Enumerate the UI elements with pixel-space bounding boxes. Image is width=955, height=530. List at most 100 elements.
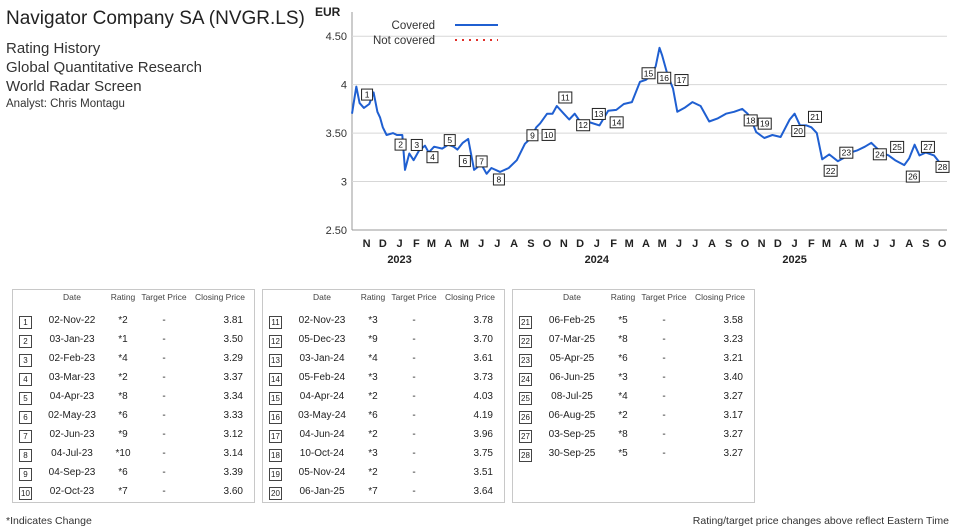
target-price-cell: - (162, 410, 166, 421)
date-cell: 05-Feb-24 (298, 372, 346, 383)
closing-price-cell: 3.21 (723, 353, 743, 364)
x-tick-label: N (363, 238, 371, 250)
closing-price-cell: 3.58 (723, 315, 743, 326)
rating-marker-label: 11 (561, 92, 570, 102)
x-year-label: 2025 (782, 254, 806, 266)
rating-marker: 13 (591, 107, 606, 120)
target-price-cell: - (662, 429, 666, 440)
closing-price-cell: 3.27 (723, 429, 743, 440)
rating-cell: *6 (368, 410, 378, 421)
rating-marker-box (757, 117, 772, 130)
rating-marker-label: 18 (746, 115, 756, 125)
x-tick-label: A (510, 238, 518, 250)
x-year-label: 2023 (387, 254, 411, 266)
x-tick-label: D (576, 238, 584, 250)
row-number-box: 27 (519, 430, 532, 443)
table-header: Date Rating Target Price Closing Price (263, 293, 504, 313)
row-number-box: 13 (269, 354, 282, 367)
rating-marker: 18 (743, 114, 758, 127)
x-tick-label: A (839, 238, 847, 250)
table-row: 11 02-Nov-23 *3 - 3.78 (263, 312, 504, 331)
row-number-box: 1 (19, 316, 32, 329)
rating-cell: *5 (618, 315, 628, 326)
date-cell: 03-May-24 (298, 410, 346, 421)
x-tick-label: J (792, 238, 798, 250)
closing-price-cell: 3.70 (473, 334, 493, 345)
rating-marker: 22 (823, 164, 838, 177)
date-cell: 08-Jul-25 (551, 391, 593, 402)
table-row: 3 02-Feb-23 *4 - 3.29 (13, 350, 254, 369)
x-tick-label: D (379, 238, 387, 250)
x-tick-label: D (774, 238, 782, 250)
row-number-box: 26 (519, 411, 532, 424)
rating-cell: *2 (368, 391, 378, 402)
closing-price-cell: 3.73 (473, 372, 493, 383)
table-row: 9 04-Sep-23 *6 - 3.39 (13, 464, 254, 483)
rating-cell: *4 (368, 353, 378, 364)
rating-marker: 14 (609, 116, 624, 129)
x-axis: N D J F M A M J J A S O N D J F M A M J J A S O N D J F M A M J J A S O2023… (363, 238, 947, 266)
target-price-cell: - (412, 372, 416, 383)
rating-marker-box (410, 138, 423, 151)
date-cell: 03-Jan-23 (49, 334, 95, 345)
rating-history-label: Rating History (6, 40, 101, 57)
closing-price-cell: 3.33 (223, 410, 243, 421)
rating-marker: 5 (443, 134, 456, 147)
table-row: 21 06-Feb-25 *5 - 3.58 (513, 312, 754, 331)
target-price-cell: - (162, 448, 166, 459)
date-cell: 04-Jun-24 (299, 429, 345, 440)
date-cell: 02-Nov-22 (48, 315, 96, 326)
closing-price-cell: 4.03 (473, 391, 493, 402)
series-line-covered (351, 46, 948, 175)
rating-cell: *8 (118, 391, 128, 402)
target-price-cell: - (412, 486, 416, 497)
company-title: Navigator Company SA (NVGR.LS) (6, 8, 305, 29)
rating-marker: 4 (426, 151, 439, 164)
rating-marker-box (905, 170, 920, 183)
date-cell: 05-Apr-25 (549, 353, 595, 364)
table-row: 23 05-Apr-25 *6 - 3.21 (513, 350, 754, 369)
target-price-cell: - (662, 410, 666, 421)
target-header: Target Price (641, 292, 687, 302)
x-tick-label: N (560, 238, 568, 250)
date-header: Date (563, 292, 581, 302)
rating-marker: 3 (410, 138, 423, 151)
date-cell: 04-Apr-23 (49, 391, 95, 402)
rating-header: Rating (610, 292, 636, 302)
rating-marker-label: 15 (644, 68, 654, 78)
table-header: Date Rating Target Price Closing Price (13, 293, 254, 313)
date-cell: 06-Jun-25 (549, 372, 595, 383)
x-tick-label: F (808, 238, 815, 250)
date-cell: 02-Oct-23 (49, 486, 95, 497)
y-axis-label: EUR (315, 5, 341, 19)
rating-cell: *6 (118, 410, 128, 421)
rating-marker-label: 17 (677, 75, 687, 85)
row-number-box: 2 (19, 335, 32, 348)
target-price-cell: - (662, 315, 666, 326)
target-price-cell: - (162, 429, 166, 440)
target-header: Target Price (391, 292, 437, 302)
rating-marker: 9 (526, 129, 539, 142)
table-row: 20 06-Jan-25 *7 - 3.64 (263, 483, 504, 502)
rating-marker-label: 2 (398, 140, 403, 150)
target-price-cell: - (162, 372, 166, 383)
table-row: 5 04-Apr-23 *8 - 3.34 (13, 388, 254, 407)
closing-price-cell: 3.64 (473, 486, 493, 497)
rating-marker-label: 9 (530, 130, 535, 140)
closing-price-cell: 3.61 (473, 353, 493, 364)
rating-cell: *3 (368, 372, 378, 383)
rating-cell: *2 (118, 372, 128, 383)
date-cell: 02-Nov-23 (298, 315, 346, 326)
table-row: 1 02-Nov-22 *2 - 3.81 (13, 312, 254, 331)
target-header: Target Price (141, 292, 187, 302)
date-cell: 03-Mar-23 (48, 372, 96, 383)
rating-marker: 6 (458, 155, 471, 168)
date-cell: 30-Sep-25 (548, 448, 596, 459)
x-tick-label: J (478, 238, 484, 250)
rating-marker-label: 25 (892, 142, 902, 152)
date-cell: 04-Sep-23 (48, 467, 96, 478)
rating-cell: *4 (618, 391, 628, 402)
x-tick-label: F (610, 238, 617, 250)
